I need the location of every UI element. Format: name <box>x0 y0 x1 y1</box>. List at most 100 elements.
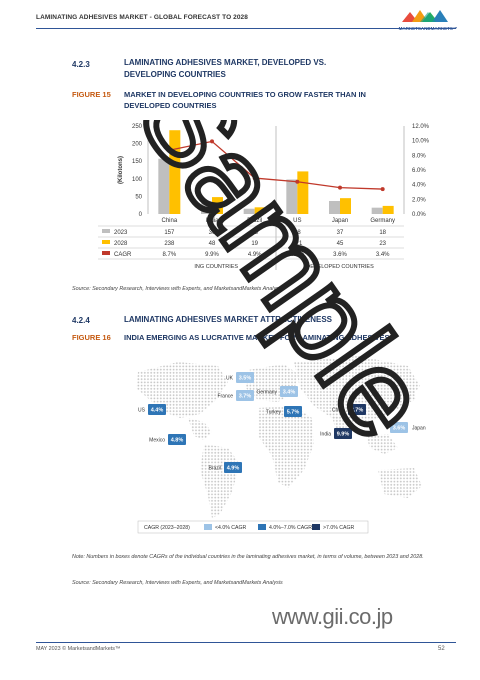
figure-title-2: INDIA EMERGING AS LUCRATIVE MARKET FOR L… <box>124 333 390 342</box>
cagr-value: 4.9% <box>227 466 240 472</box>
map-note: Note: Numbers in boxes denote CAGRs of t… <box>72 554 424 560</box>
legend-swatch <box>102 251 110 255</box>
cagr-value: 8.7% <box>351 408 364 414</box>
continent <box>378 468 422 498</box>
legend-swatch <box>258 524 266 530</box>
legend-label: 2023 <box>114 230 128 236</box>
country-label: Japan <box>412 426 426 432</box>
y2-tick-label: 0.0% <box>412 212 426 218</box>
legend-swatch <box>312 524 320 530</box>
continent <box>200 444 240 518</box>
header-title: LAMINATING ADHESIVES MARKET - GLOBAL FOR… <box>36 14 248 21</box>
country-label: China <box>332 408 345 414</box>
cagr-point <box>380 187 385 192</box>
legend-item: <4.0% CAGR <box>215 525 247 531</box>
site-watermark: www.gii.co.jp <box>272 604 393 629</box>
cagr-point <box>252 176 257 181</box>
cagr-box <box>224 462 242 473</box>
cagr-value: 3.7% <box>239 394 252 400</box>
y-tick-label: 100 <box>132 177 143 183</box>
figure-title-line2: DEVELOPED COUNTRIES <box>124 101 217 110</box>
y-tick-label: 150 <box>132 159 143 165</box>
table-value: 3.4% <box>376 252 390 258</box>
legend-item: >7.0% CAGR <box>323 525 355 531</box>
country-label: US <box>138 408 146 414</box>
category-label: US <box>293 218 301 224</box>
country-label: France <box>217 394 233 400</box>
country-label: Brazil <box>208 466 221 472</box>
figure-label: FIGURE 15 <box>72 90 111 99</box>
country-label: India <box>320 432 331 438</box>
table-value: 9.9% <box>205 252 219 258</box>
cagr-point <box>210 139 214 144</box>
cagr-value: 9.9% <box>337 432 350 438</box>
cagr-value: 5.7% <box>287 410 300 416</box>
y-tick-label: 200 <box>132 142 143 148</box>
bar-2023 <box>329 200 340 214</box>
figure-title-line1: MARKET IN DEVELOPING COUNTRIES TO GROW F… <box>124 90 366 99</box>
group-label: ING COUNTRIES <box>194 264 238 270</box>
legend-item: 4.0%–7.0% CAGR <box>269 525 312 531</box>
cagr-value: 4.8% <box>171 438 184 444</box>
cagr-box <box>334 428 352 439</box>
cagr-box <box>168 434 186 445</box>
table-value: 238 <box>164 241 175 247</box>
source-note: Source: Secondary Research, Interviews w… <box>72 286 283 292</box>
cagr-point <box>338 185 342 190</box>
bar-2023 <box>286 179 298 214</box>
y2-tick-label: 6.0% <box>412 168 426 174</box>
table-value: 45 <box>337 241 344 247</box>
page-number: 52 <box>438 646 445 652</box>
bar-2028 <box>382 205 394 214</box>
section-title-line1: LAMINATING ADHESIVES MARKET, DEVELOPED V… <box>124 58 327 67</box>
legend-swatch <box>102 240 110 244</box>
legend-title: CAGR (2023–2028) <box>144 525 190 531</box>
bar-2028 <box>212 197 223 214</box>
table-value: 30 <box>209 230 216 236</box>
cagr-value: 4.4% <box>151 408 164 414</box>
bar-line-chart: 250 200 150 100 50 0 12.0% 10.0% 8.0% 6.0% 4.0% 2.0… <box>98 124 430 270</box>
legend-box <box>137 520 369 534</box>
group-label: DEVELOPED COUNTRIES <box>306 264 374 270</box>
cagr-box <box>284 406 302 417</box>
cagr-value: 3.5% <box>239 376 252 382</box>
section-title-line2: DEVELOPING COUNTRIES <box>124 70 226 79</box>
bar-2023 <box>371 207 383 214</box>
y-tick-label: 250 <box>132 124 143 130</box>
cagr-box <box>348 404 366 415</box>
header-rule <box>36 28 456 29</box>
source-note-2: Source: Secondary Research, Interviews w… <box>72 580 283 586</box>
section-number-2: 4.2.4 <box>72 316 90 325</box>
cagr-box <box>148 404 166 415</box>
continent <box>258 406 314 488</box>
footer-rule <box>36 642 456 643</box>
table-value: 18 <box>379 230 386 236</box>
table-value: 121 <box>292 241 303 247</box>
table-value: 19 <box>251 241 258 247</box>
continent <box>294 356 420 424</box>
y2-tick-label: 12.0% <box>412 124 430 130</box>
cagr-value: 3.4% <box>283 390 296 396</box>
y2-tick-label: 8.0% <box>412 153 426 159</box>
table-value: 3.6% <box>333 252 347 258</box>
country-label: Turkey <box>266 410 282 416</box>
table-value: 48 <box>209 241 216 247</box>
cagr-box <box>390 422 408 433</box>
section-title: LAMINATING ADHESIVES MARKET, DEVELOPED V… <box>124 57 326 81</box>
cagr-box <box>236 390 254 401</box>
country-label: UK <box>226 376 234 382</box>
legend-swatch <box>204 524 212 530</box>
y2-tick-label: 10.0% <box>412 139 430 145</box>
bar-2023 <box>158 158 170 214</box>
table-value: 4.4% <box>290 252 304 258</box>
cagr-box <box>280 386 298 397</box>
category-label: Japan <box>332 218 348 224</box>
table-value: 8.7% <box>162 252 176 258</box>
table-value: 37 <box>337 230 344 236</box>
section-number: 4.2.3 <box>72 60 90 69</box>
legend-label: 2028 <box>114 241 128 247</box>
legend-label: CAGR <box>114 252 132 258</box>
y2-tick-label: 2.0% <box>412 197 426 203</box>
category-label: Brazil <box>247 218 262 224</box>
bar-2023 <box>201 203 212 214</box>
